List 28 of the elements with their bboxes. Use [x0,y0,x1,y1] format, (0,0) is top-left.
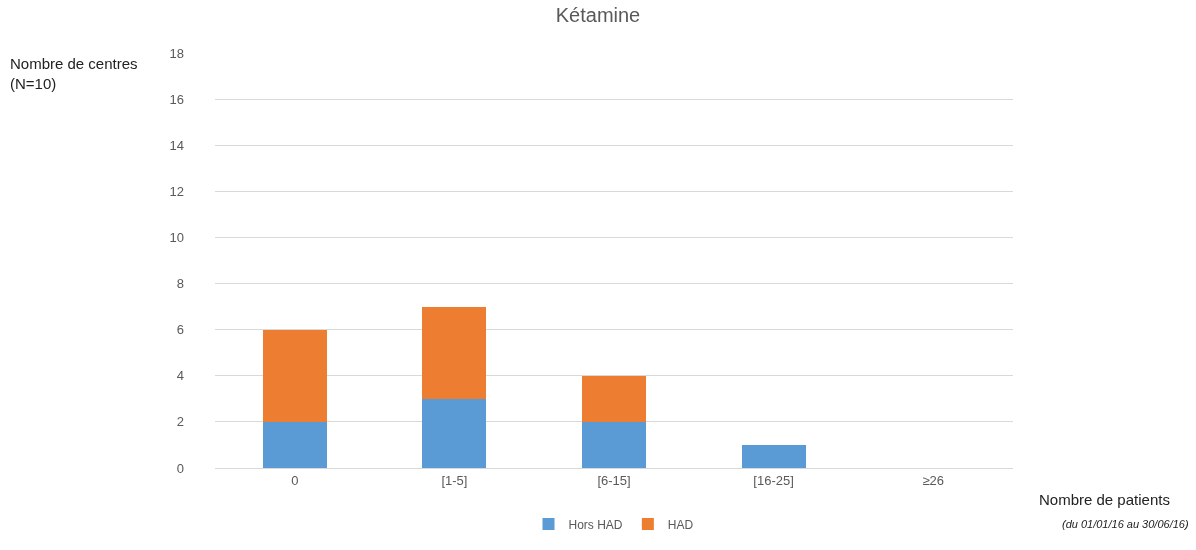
y-tick-label: 10 [169,229,184,245]
bar [582,375,646,422]
x-tick-label: ≥26 [922,472,944,488]
x-axis-title: Nombre de patients [1039,491,1170,508]
x-tick-label: 0 [291,472,299,488]
text: (du 01/01/16 au 30/06/16) [1062,518,1189,530]
y-tick-label: 12 [169,183,184,199]
y-tick-label: 0 [176,460,184,476]
bar [582,421,646,468]
x-tick-label: [16-25] [753,472,794,488]
legend-label: Hors HAD [568,517,623,532]
y-tick-label: 2 [176,414,184,430]
bar [262,329,327,422]
y-axis-title: Nombre de centres (N=10) [10,55,138,92]
bar [262,421,327,468]
x-tick-label: [6-15] [597,472,631,488]
bar [422,306,487,399]
y-tick-label: 14 [169,137,184,153]
y-tick-label: 8 [176,276,184,292]
y-tick-label: 18 [169,45,184,61]
y-tick-label: 16 [169,91,184,107]
bar [422,398,487,468]
chart-title: Kétamine [555,4,641,27]
y-tick-label: 4 [176,368,184,384]
legend-label: HAD [667,517,694,532]
x-tick-label: [1-5] [441,472,468,488]
bar [741,444,806,468]
y-tick-label: 6 [176,322,184,338]
